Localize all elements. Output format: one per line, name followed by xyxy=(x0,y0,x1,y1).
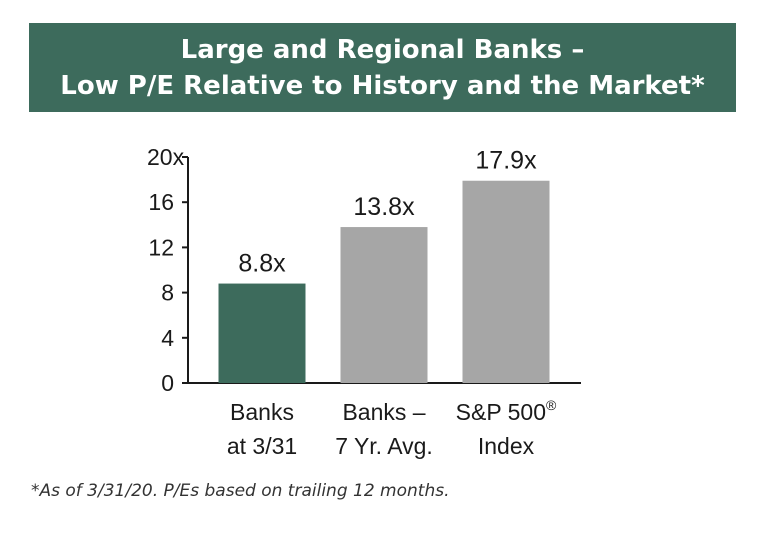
bar xyxy=(462,180,550,383)
category-label: Banks xyxy=(230,399,294,425)
bar-chart: 0 4 8 12 16 20x 8.8x Banks at 3/31 13.8x Banks – 7 … xyxy=(147,144,581,459)
y-tick-label: 12 xyxy=(148,234,174,260)
category-label: at 3/31 xyxy=(227,433,297,459)
chart-title-line-2: Low P/E Relative to History and the Mark… xyxy=(60,70,705,101)
bar xyxy=(218,283,306,383)
chart-title-line-1: Large and Regional Banks – xyxy=(180,34,585,65)
data-label: 8.8x xyxy=(238,250,286,278)
category-label: Index xyxy=(478,433,535,459)
y-tick-label: 20x xyxy=(147,144,185,170)
y-tick-label: 16 xyxy=(148,189,174,215)
bar xyxy=(340,227,428,383)
category-label: S&P 500® xyxy=(456,397,557,425)
y-tick-label: 8 xyxy=(161,280,174,306)
chart-title-banner: Large and Regional Banks – Low P/E Relat… xyxy=(29,23,736,112)
data-label: 17.9x xyxy=(475,147,537,175)
y-tick-label: 0 xyxy=(161,370,174,396)
category-label: 7 Yr. Avg. xyxy=(335,433,433,459)
data-label: 13.8x xyxy=(353,193,415,221)
footnote: *As of 3/31/20. P/Es based on trailing 1… xyxy=(31,481,450,501)
y-tick-label: 4 xyxy=(161,325,174,351)
category-label: Banks – xyxy=(342,399,425,425)
